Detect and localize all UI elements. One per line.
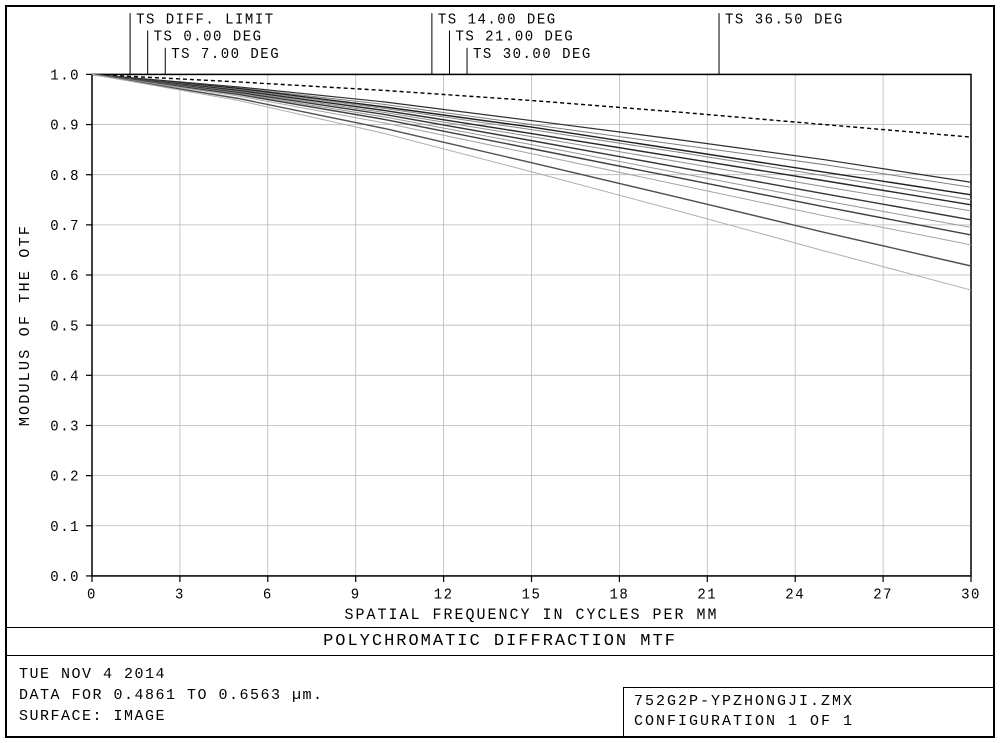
svg-text:0.6: 0.6: [50, 269, 80, 285]
footer-config: CONFIGURATION 1 OF 1: [634, 713, 854, 730]
svg-text:15: 15: [522, 587, 542, 603]
footer-filename: 752G2P-YPZHONGJI.ZMX: [634, 693, 854, 710]
svg-text:0.4: 0.4: [50, 369, 80, 385]
plot-title: POLYCHROMATIC DIFFRACTION MTF: [323, 632, 677, 651]
footer: TUE NOV 4 2014 DATA FOR 0.4861 TO 0.6563…: [7, 656, 993, 736]
svg-text:24: 24: [785, 587, 805, 603]
svg-text:0.3: 0.3: [50, 419, 80, 435]
svg-text:12: 12: [434, 587, 454, 603]
svg-text:6: 6: [263, 587, 273, 603]
svg-text:27: 27: [873, 587, 893, 603]
plot-title-bar: POLYCHROMATIC DIFFRACTION MTF: [7, 628, 993, 656]
footer-data-range: DATA FOR 0.4861 TO 0.6563 µm.: [19, 687, 324, 704]
footer-fileinfo: 752G2P-YPZHONGJI.ZMX CONFIGURATION 1 OF …: [623, 656, 993, 736]
svg-text:0.1: 0.1: [50, 520, 80, 536]
svg-text:0.8: 0.8: [50, 169, 80, 185]
svg-text:0.2: 0.2: [50, 470, 80, 486]
svg-text:TS 7.00 DEG: TS 7.00 DEG: [171, 47, 280, 63]
svg-text:TS 36.50 DEG: TS 36.50 DEG: [725, 12, 844, 28]
svg-text:9: 9: [351, 587, 361, 603]
svg-text:0.5: 0.5: [50, 319, 80, 335]
svg-text:18: 18: [609, 587, 629, 603]
svg-text:0.0: 0.0: [50, 570, 80, 586]
footer-filebox: 752G2P-YPZHONGJI.ZMX CONFIGURATION 1 OF …: [623, 687, 993, 737]
svg-text:SPATIAL FREQUENCY IN CYCLES PE: SPATIAL FREQUENCY IN CYCLES PER MM: [345, 606, 719, 624]
svg-text:0.9: 0.9: [50, 119, 80, 135]
svg-text:0: 0: [87, 587, 97, 603]
svg-text:TS 0.00 DEG: TS 0.00 DEG: [154, 30, 263, 46]
svg-text:TS 30.00 DEG: TS 30.00 DEG: [473, 47, 592, 63]
svg-text:TS DIFF. LIMIT: TS DIFF. LIMIT: [136, 12, 275, 28]
svg-text:TS 21.00 DEG: TS 21.00 DEG: [455, 30, 574, 46]
svg-text:TS 14.00 DEG: TS 14.00 DEG: [438, 12, 557, 28]
svg-text:1.0: 1.0: [50, 68, 80, 84]
zemax-mtf-plot-window: 0 3 6 9 12 15 18 21 24 27 30 0.0 0.1 0.2 0.3 0.4 0.5 0.6 0…: [5, 5, 995, 738]
mtf-chart: 0 3 6 9 12 15 18 21 24 27 30 0.0 0.1 0.2 0.3 0.4 0.5 0.6 0…: [7, 7, 993, 627]
svg-text:30: 30: [961, 587, 981, 603]
svg-text:21: 21: [697, 587, 717, 603]
footer-date: TUE NOV 4 2014: [19, 666, 166, 683]
svg-text:3: 3: [175, 587, 185, 603]
footer-surface: SURFACE: IMAGE: [19, 708, 166, 725]
svg-text:0.7: 0.7: [50, 219, 80, 235]
plot-area: 0 3 6 9 12 15 18 21 24 27 30 0.0 0.1 0.2 0.3 0.4 0.5 0.6 0…: [7, 7, 993, 628]
footer-info: TUE NOV 4 2014 DATA FOR 0.4861 TO 0.6563…: [7, 656, 623, 736]
svg-text:MODULUS OF THE OTF: MODULUS OF THE OTF: [16, 224, 34, 426]
